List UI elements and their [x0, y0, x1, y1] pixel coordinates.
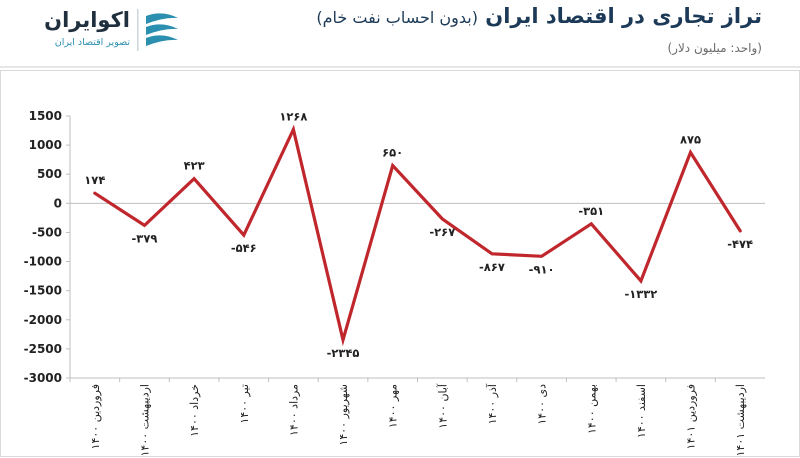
y-tick-label: -1000: [24, 255, 62, 269]
data-label: -۴۷۴: [727, 237, 753, 251]
chart-unit: (واحد: میلیون دلار): [667, 41, 762, 55]
chart-title-note: (بدون احساب نفت خام): [316, 8, 478, 27]
y-tick-label: -3000: [24, 371, 62, 385]
data-label: -۲۶۷: [429, 225, 455, 239]
chart-axes: [0, 70, 800, 457]
x-tick-label: بهمن ۱۴۰۰: [585, 384, 598, 434]
data-label: -۲۳۴۵: [327, 346, 360, 360]
y-tick-label: 1500: [29, 109, 62, 123]
chart-title: تراز تجاری در اقتصاد ایران (بدون احساب ن…: [316, 4, 762, 28]
data-label: -۱۳۳۲: [624, 287, 657, 301]
data-label: ۸۷۵: [680, 132, 701, 146]
x-axis-ticks: فروردین ۱۴۰۰ اردیبهشت ۱۴۰۰ خرداد ۱۴۰۰ تیر ۱…: [69, 378, 747, 456]
x-tick-label: آبان ۱۴۰۰: [435, 383, 449, 429]
y-tick-label: -2500: [24, 342, 62, 356]
data-label: ۶۵۰: [382, 145, 403, 159]
ecoiran-logo: اکوایران تصویر اقتصاد ایران: [20, 6, 190, 56]
data-label: -۵۴۶: [231, 241, 257, 255]
plot-frame: [0, 70, 800, 457]
data-labels: ۱۷۴ -۳۷۹ ۴۲۳ -۵۴۶ ۱۲۶۸ -۲۳۴۵ ۶۵۰ -۲۶۷ -۸۶۷ -۹۱۰ -۳…: [84, 110, 753, 360]
series-line: [93, 124, 742, 347]
chart-header: تراز تجاری در اقتصاد ایران (بدون احساب ن…: [0, 0, 800, 66]
x-tick-label: مرداد ۱۴۰۰: [287, 384, 300, 436]
x-tick-label: شهریور ۱۴۰۰: [337, 384, 350, 446]
x-tick-label: آذر ۱۴۰۰: [485, 383, 499, 424]
x-tick-label: فروردین ۱۴۰۰: [89, 384, 102, 449]
x-tick-label: اسفند ۱۴۰۰: [635, 384, 648, 438]
logo-mark-icon: [137, 9, 178, 51]
data-label: ۱۷۴: [84, 173, 105, 187]
x-tick-label: خرداد ۱۴۰۰: [188, 384, 201, 437]
y-tick-label: -500: [32, 225, 62, 239]
header-divider: [0, 66, 800, 68]
chart-title-text: تراز تجاری در اقتصاد ایران: [485, 4, 762, 28]
data-label: ۴۲۳: [184, 159, 205, 173]
logo-name: اکوایران: [44, 8, 130, 32]
x-tick-label: مهر ۱۴۰۰: [387, 384, 400, 428]
x-tick-label: دی ۱۴۰۰: [536, 384, 549, 425]
data-label: -۳۵۱: [578, 204, 604, 218]
y-tick-label: 0: [54, 196, 62, 210]
y-axis-ticks: 1500 1000 500 0 -500 -1000 -1500 -2000 -2500 -300…: [24, 109, 70, 385]
data-label: ۱۲۶۸: [279, 110, 307, 124]
x-tick-label: تیر ۱۴۰۰: [238, 384, 251, 424]
y-tick-label: -1500: [24, 284, 62, 298]
line-chart: 1500 1000 500 0 -500 -1000 -1500 -2000 -2500 -300…: [0, 70, 800, 457]
x-tick-label: اردیبهشت ۱۴۰۰: [138, 384, 151, 456]
y-tick-label: -2000: [24, 313, 62, 327]
y-tick-label: 1000: [29, 138, 62, 152]
series-layer: [93, 124, 742, 347]
data-label: -۳۷۹: [132, 231, 158, 245]
data-label: -۸۶۷: [479, 260, 505, 274]
y-tick-label: 500: [37, 167, 62, 181]
x-tick-label: اردیبهشت ۱۴۰۱: [734, 384, 747, 456]
data-label: -۹۱۰: [529, 262, 555, 276]
x-tick-label: فروردین ۱۴۰۱: [685, 384, 698, 449]
logo-tagline: تصویر اقتصاد ایران: [54, 37, 130, 48]
